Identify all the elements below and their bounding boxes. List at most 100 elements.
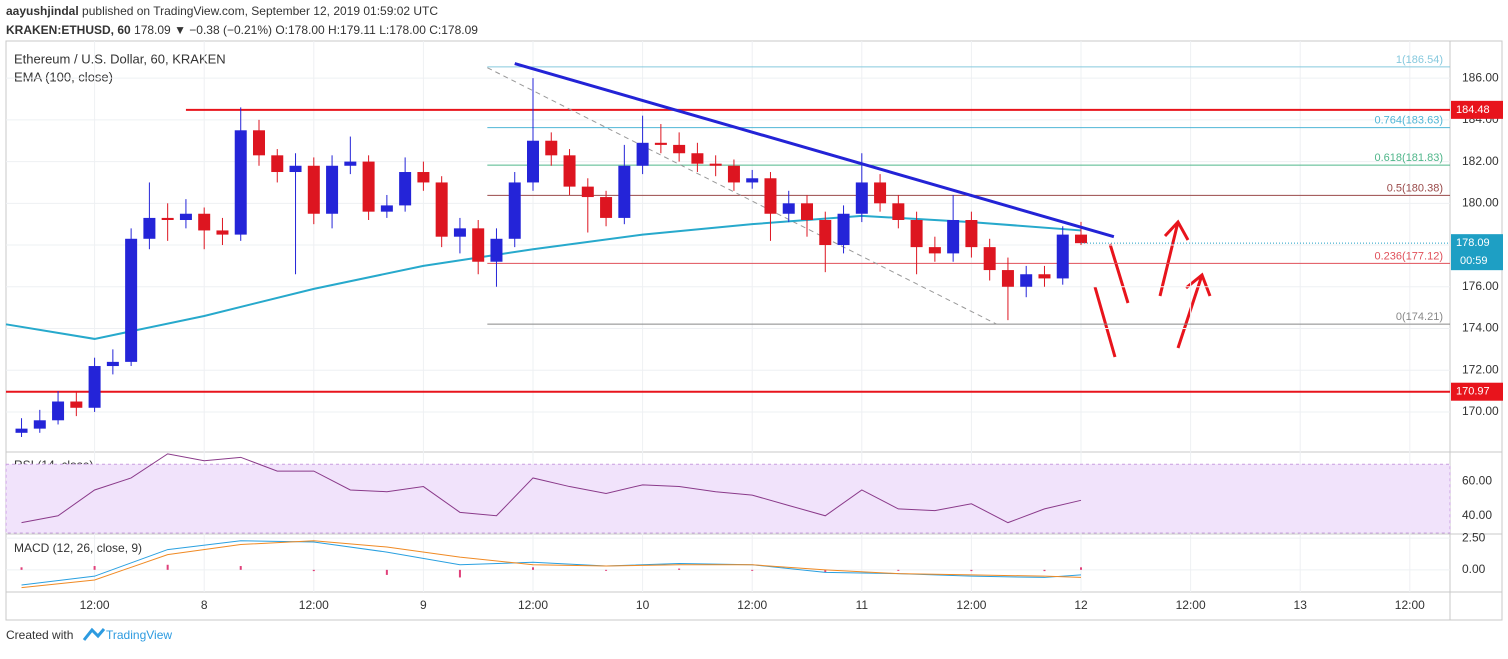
candle-body xyxy=(380,205,393,212)
candle-body xyxy=(983,247,996,271)
candle-body xyxy=(161,217,174,221)
y-tick-label: 2.50 xyxy=(1462,530,1486,544)
x-tick-label: 12:00 xyxy=(1176,598,1206,612)
x-tick-label: 12:00 xyxy=(80,598,110,612)
x-tick-label: 12:00 xyxy=(956,598,986,612)
last-price-label: 178.09 xyxy=(1456,237,1490,249)
candle-body xyxy=(527,140,540,183)
candle-body xyxy=(216,230,229,235)
macd-histogram-bar xyxy=(970,569,973,572)
macd-histogram-bar xyxy=(751,569,754,571)
macd-histogram-bar xyxy=(458,569,461,578)
candle-body xyxy=(143,217,156,239)
candle-body xyxy=(344,161,357,166)
candle-body xyxy=(1038,274,1051,279)
frame xyxy=(5,40,1503,621)
x-tick-label: 12:00 xyxy=(518,598,548,612)
candle-body xyxy=(727,165,740,183)
candle-body xyxy=(782,203,795,214)
y-tick-label: 0.00 xyxy=(1462,562,1486,576)
x-tick-label: 12:00 xyxy=(737,598,767,612)
macd-histogram-bar xyxy=(20,567,23,570)
candle-body xyxy=(453,228,466,237)
macd-histogram-bar xyxy=(239,566,242,570)
y-tick-label: 186.00 xyxy=(1462,70,1499,84)
header-line: aayushjindal published on TradingView.co… xyxy=(6,4,438,18)
fib-label: 0.764(183.63) xyxy=(1375,114,1444,126)
macd-title: MACD (12, 26, close, 9) xyxy=(14,541,142,555)
macd-histogram-bar xyxy=(678,568,681,570)
y-tick-label: 174.00 xyxy=(1462,321,1499,335)
candle-body xyxy=(307,165,320,214)
macd-histogram-bar xyxy=(1043,569,1046,572)
logo xyxy=(82,627,106,641)
candle-body xyxy=(965,220,978,248)
candle-body xyxy=(88,366,101,408)
signal-line xyxy=(21,540,1082,589)
arrow-drawings xyxy=(1093,219,1212,358)
countdown: 00:59 xyxy=(1460,255,1488,267)
macd-histogram-bar xyxy=(824,569,827,573)
candle-body xyxy=(801,203,814,221)
quote-line: KRAKEN:ETHUSD, 60 178.09 ▼ −0.38 (−0.21%… xyxy=(6,23,478,37)
price-box xyxy=(1451,382,1503,401)
candle-body xyxy=(892,203,905,221)
y-tick-label: 176.00 xyxy=(1462,279,1499,293)
macd-line xyxy=(21,540,1082,586)
candle-body xyxy=(198,213,211,231)
x-tick-label: 13 xyxy=(1294,598,1308,612)
candle-body xyxy=(1056,234,1069,279)
candle-body xyxy=(125,238,138,362)
price-box xyxy=(1451,100,1503,119)
candle-body xyxy=(618,165,631,218)
arrow xyxy=(1093,243,1130,358)
candle-body xyxy=(234,130,247,235)
candle-body xyxy=(417,172,430,183)
candle-body xyxy=(746,178,759,183)
macd-histogram-bar xyxy=(605,569,608,571)
candle-body xyxy=(508,182,521,239)
y-tick-label: 172.00 xyxy=(1462,362,1499,376)
y-tick-label: 60.00 xyxy=(1462,474,1492,488)
candle-body xyxy=(52,401,65,421)
candle-body xyxy=(837,213,850,246)
candle-body xyxy=(545,140,558,156)
candle-body xyxy=(15,428,28,433)
x-tick-label: 8 xyxy=(201,598,208,612)
candle-body xyxy=(271,155,284,173)
candle-body xyxy=(673,144,686,154)
x-tick-label: 12 xyxy=(1074,598,1088,612)
candle-body xyxy=(1075,234,1088,244)
footer-brand: TradingView xyxy=(106,628,172,642)
price-box-label: 184.48 xyxy=(1456,104,1490,116)
candle-body xyxy=(874,182,887,204)
candle-body xyxy=(179,213,192,221)
candle-body xyxy=(636,142,649,166)
macd-histogram-bar xyxy=(1080,567,1083,570)
candle-body xyxy=(33,420,46,429)
x-tick-label: 11 xyxy=(856,598,869,612)
fib-label: 0(174.21) xyxy=(1396,311,1443,323)
candle-body xyxy=(106,361,119,367)
candle-body xyxy=(70,401,83,408)
candle-body xyxy=(1020,274,1033,287)
ema-legend: EMA (100, close) xyxy=(14,69,113,84)
candle-body xyxy=(691,153,704,164)
fib-label: 0.5(180.38) xyxy=(1387,182,1443,194)
trend-line xyxy=(514,62,1115,239)
y-tick-label: 170.00 xyxy=(1462,404,1499,418)
candle-body xyxy=(947,220,960,254)
chart-title: Ethereum / U.S. Dollar, 60, KRAKEN xyxy=(14,51,226,66)
candle-body xyxy=(928,247,941,254)
price-box-label: 170.97 xyxy=(1456,386,1490,398)
candle-body xyxy=(581,186,594,198)
candle-body xyxy=(435,182,448,237)
published: published on TradingView.com, September … xyxy=(82,4,438,18)
candle-body xyxy=(855,182,868,214)
candle-body xyxy=(819,220,832,246)
macd-histogram-bar xyxy=(93,566,96,570)
macd-histogram-bar xyxy=(312,569,315,572)
candle-body xyxy=(399,172,412,206)
candle-body xyxy=(1001,270,1014,287)
